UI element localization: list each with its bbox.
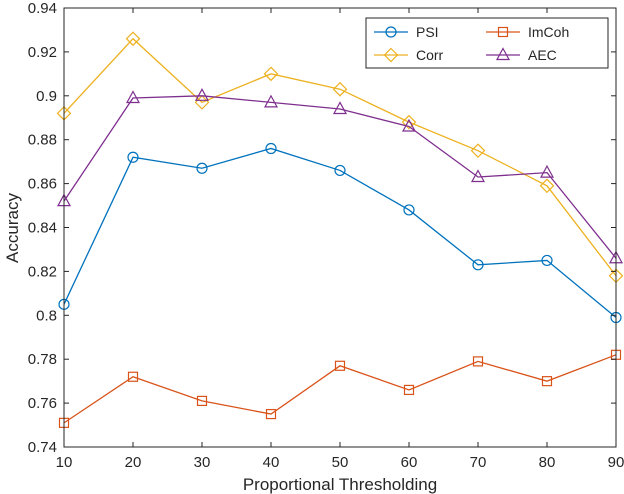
series-layer <box>56 31 624 428</box>
y-tick-label: 0.88 <box>28 132 57 149</box>
data-point-aec <box>401 118 417 132</box>
legend-item-aec: AEC <box>486 47 557 63</box>
series-aec <box>56 88 624 264</box>
y-tick-label: 0.9 <box>36 88 57 105</box>
data-point-corr <box>470 143 486 159</box>
legend-item-psi: PSI <box>374 24 439 40</box>
legend-marker <box>383 47 399 63</box>
legend-marker <box>495 47 511 61</box>
x-tick-label: 50 <box>332 454 349 471</box>
x-axis-ticks: 10 20 30 40 50 60 70 80 90 <box>56 8 624 471</box>
data-point-aec <box>539 164 555 178</box>
legend-label: PSI <box>416 24 439 40</box>
data-point-imcoh <box>334 360 346 371</box>
y-tick-label: 0.92 <box>28 44 57 61</box>
axes-box <box>63 7 617 448</box>
legend-item-corr: Corr <box>374 47 444 63</box>
legend-box <box>365 17 609 69</box>
legend: PSI ImCoh Corr AEC <box>365 17 609 69</box>
data-point-imcoh <box>127 371 139 382</box>
data-point-corr <box>125 31 141 47</box>
y-tick-label: 0.74 <box>28 439 57 456</box>
y-tick-label: 0.86 <box>28 176 57 193</box>
x-tick-label: 20 <box>125 454 142 471</box>
data-point-aec <box>332 101 348 115</box>
y-tick-label: 0.76 <box>28 395 57 412</box>
legend-item-imcoh: ImCoh <box>486 24 569 40</box>
data-point-psi <box>127 151 139 163</box>
legend-marker <box>385 26 397 38</box>
x-tick-label: 60 <box>401 454 418 471</box>
data-point-psi <box>265 142 277 155</box>
y-axis-label: Accuracy <box>3 193 22 263</box>
data-point-imcoh <box>403 384 415 396</box>
y-tick-label: 0.82 <box>28 263 57 280</box>
data-point-psi <box>196 162 208 174</box>
data-point-psi <box>541 254 553 267</box>
data-point-psi <box>403 204 415 216</box>
data-point-corr <box>332 81 348 97</box>
y-tick-label: 0.78 <box>28 351 57 368</box>
data-point-imcoh <box>265 408 277 420</box>
y-tick-label: 0.8 <box>36 307 57 324</box>
x-tick-label: 30 <box>194 454 211 471</box>
data-point-imcoh <box>196 395 208 407</box>
data-point-psi <box>334 164 346 177</box>
x-tick-label: 40 <box>263 454 280 471</box>
y-tick-label: 0.84 <box>28 220 57 237</box>
x-axis-label: Proportional Thresholding <box>243 475 437 494</box>
legend-marker <box>497 26 509 38</box>
legend-label: AEC <box>528 47 557 63</box>
data-point-imcoh <box>472 356 484 367</box>
legend-label: Corr <box>416 47 444 63</box>
data-point-aec <box>470 169 486 183</box>
data-point-psi <box>472 259 484 271</box>
data-point-aec <box>263 94 279 108</box>
data-point-aec <box>194 88 210 101</box>
series-line-aec <box>63 95 617 259</box>
series-line-imcoh <box>63 354 617 424</box>
data-point-imcoh <box>541 376 553 387</box>
data-point-corr <box>401 114 417 130</box>
x-tick-label: 70 <box>470 454 487 471</box>
y-tick-label: 0.94 <box>28 0 57 17</box>
plot-area <box>64 8 616 447</box>
x-tick-label: 80 <box>539 454 556 471</box>
data-point-corr <box>539 178 555 194</box>
series-line-psi <box>63 147 617 318</box>
data-point-aec <box>125 90 141 104</box>
x-tick-label: 90 <box>608 454 624 471</box>
data-point-corr <box>263 66 279 82</box>
legend-label: ImCoh <box>528 24 569 40</box>
x-tick-label: 10 <box>56 454 73 471</box>
